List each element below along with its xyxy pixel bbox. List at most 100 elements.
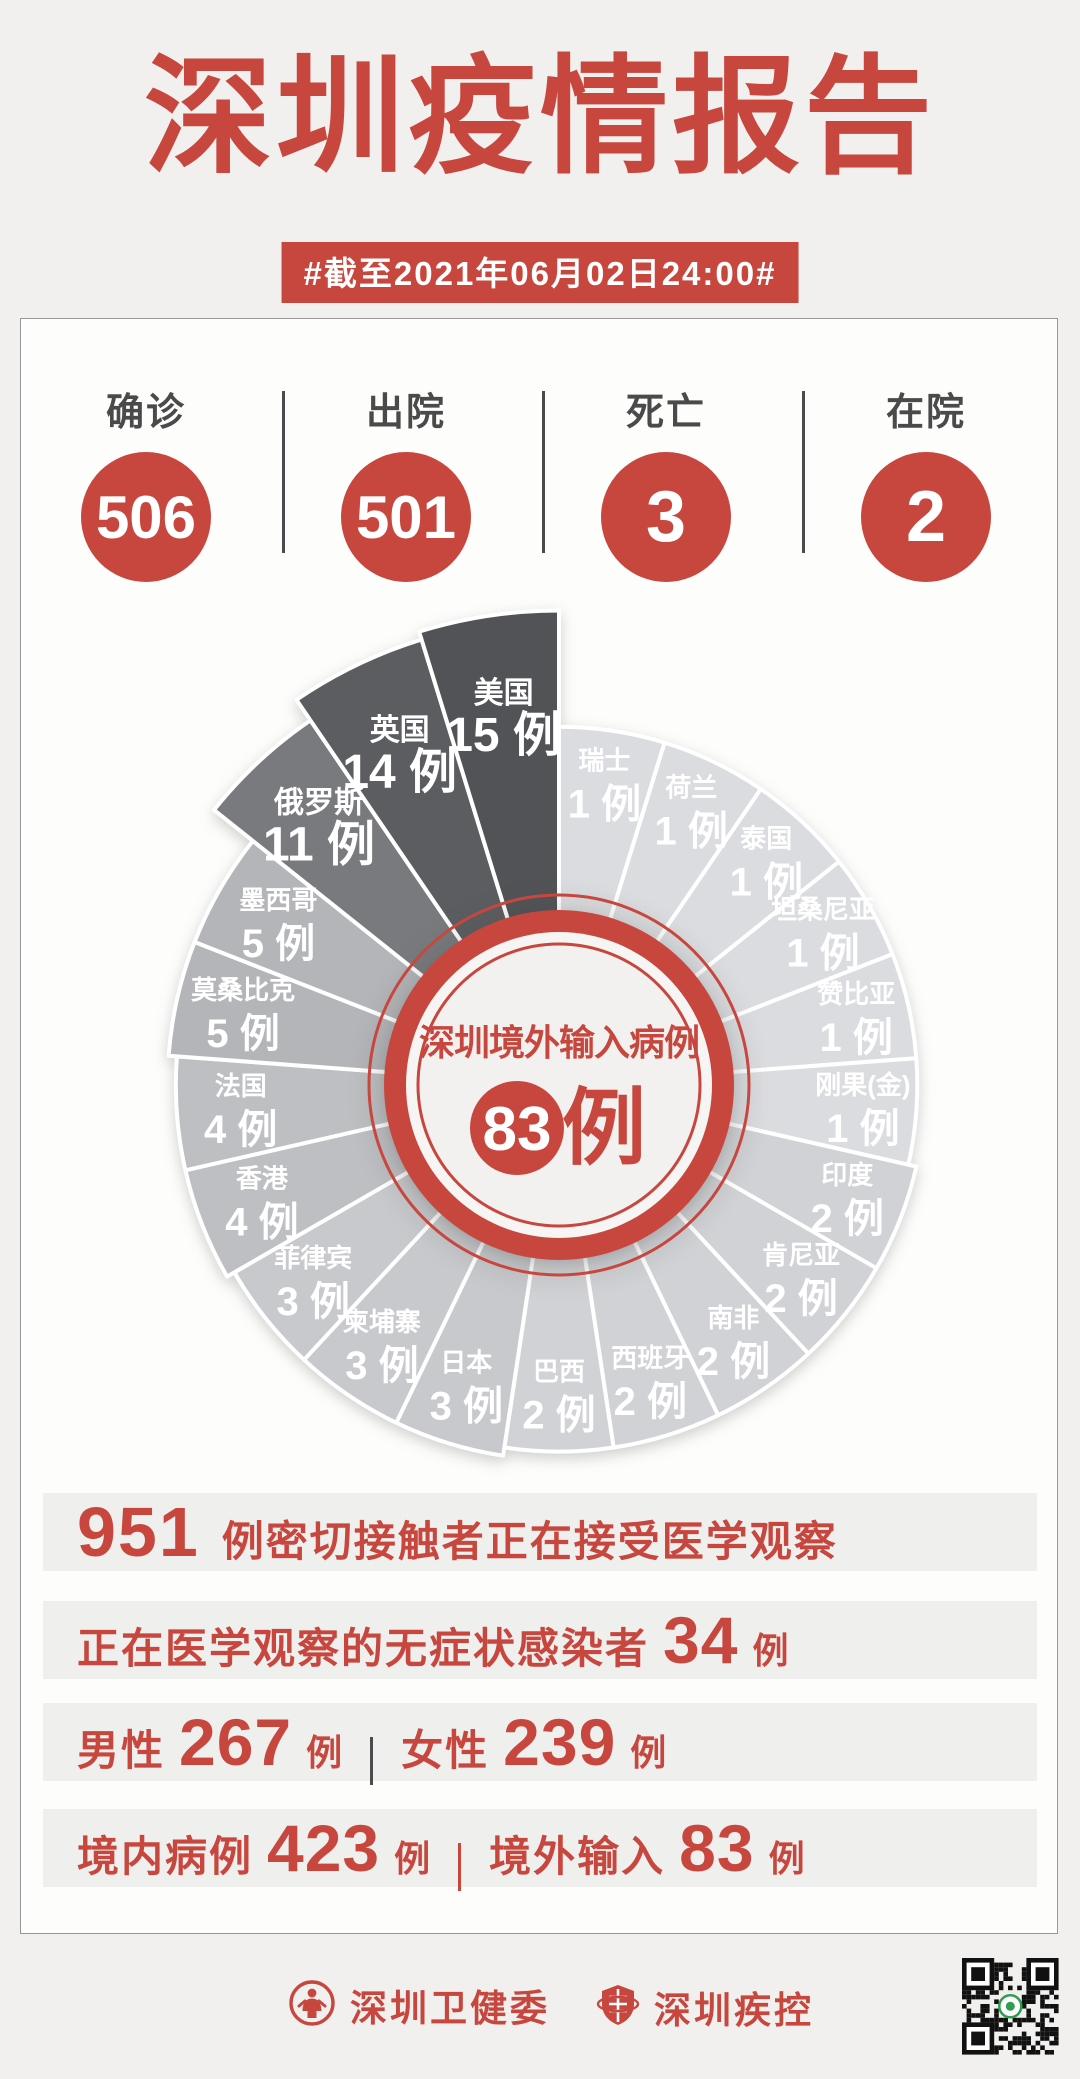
summary-segment: 例 (768, 1838, 805, 1879)
summary-segment: 83 (679, 1811, 755, 1885)
pie-slice-country-label: 英国 (370, 714, 430, 747)
summary-divider (370, 1736, 374, 1785)
badge-title: 深圳境外输入病例 (419, 1022, 699, 1063)
footer-org1-label: 深圳卫健委 (350, 1988, 550, 2029)
pie-slice-value-label: 2 例 (522, 1394, 595, 1438)
pie-slice-country-label: 赞比亚 (816, 979, 895, 1009)
footer-org2-label: 深圳疾控 (654, 1990, 814, 2031)
cdc-shield-icon (596, 1983, 640, 2032)
badge-total-unit: 例 (562, 1081, 646, 1175)
pie-slice-country-label: 柬埔寨 (343, 1307, 421, 1337)
badge-ring (367, 893, 751, 1277)
stat-col-0: 确诊 506 (46, 381, 246, 582)
summary-segment: 34 (663, 1603, 739, 1677)
stat-divider (802, 391, 805, 553)
pie-slice-value-label: 14 例 (342, 746, 457, 799)
summary-row-origin: 境内病例 423 例 境外输入 83 例 (43, 1809, 1037, 1891)
stat-label: 确诊 (105, 392, 186, 434)
stat-label: 在院 (885, 392, 966, 434)
pie-slice-country-label: 巴西 (533, 1357, 585, 1387)
stat-label: 出院 (365, 392, 446, 434)
pie-center-badge: 深圳境外输入病例 83 例 (367, 893, 751, 1277)
pie-slice-country-label: 莫桑比克 (191, 975, 295, 1005)
summary-row-asymptomatic: 正在医学观察的无症状感染者 34 例 (43, 1601, 1037, 1679)
summary-segment: 267 (179, 1705, 293, 1779)
pie-slice-value-label: 2 例 (614, 1380, 687, 1424)
date-banner: #截至2021年06月02日24:00# (281, 242, 799, 303)
footer-org-health-commission: 深圳卫健委 (288, 1978, 550, 2032)
summary-row-gender: 男性 267 例 女性 239 例 (43, 1703, 1037, 1785)
summary-segment: 239 (503, 1705, 617, 1779)
summary-segment: 例 (394, 1838, 431, 1879)
main-card: 确诊 506 出院 501 死亡 3 在院 2 瑞士 1 例荷兰 1 例泰国 1 例坦桑尼亚 1 例赞… (20, 318, 1058, 1934)
pie-slice-country-label: 坦桑尼亚 (771, 895, 875, 925)
summary-segment: 951 (77, 1493, 200, 1571)
stat-value-circle: 501 (341, 452, 471, 582)
badge-total-number: 83 (483, 1095, 552, 1164)
summary-segment: 男性 (77, 1727, 166, 1774)
pie-slice-country-label: 日本 (440, 1347, 492, 1377)
stat-label: 死亡 (625, 392, 706, 434)
summary-segment: 境内病例 (77, 1833, 254, 1880)
pie-slice-country-label: 瑞士 (578, 746, 630, 776)
summary-segment: 境外输入 (489, 1833, 666, 1880)
stat-col-1: 出院 501 (306, 381, 506, 582)
pie-slice-value-label: 2 例 (764, 1277, 837, 1321)
pie-slice-country-label: 荷兰 (665, 772, 717, 802)
pie-slice-country-label: 香港 (236, 1164, 289, 1194)
stat-divider (542, 391, 545, 553)
pie-slice-value-label: 2 例 (697, 1340, 770, 1384)
qr-code-pattern (962, 1958, 1059, 2055)
pie-slice-country-label: 南非 (707, 1303, 759, 1333)
summary-segment: 例 (630, 1732, 667, 1773)
pie-slice-country-label: 美国 (474, 676, 534, 710)
health-commission-seal-icon (288, 1979, 336, 2032)
pie-slice-value-label: 5 例 (206, 1012, 279, 1056)
summary-divider (458, 1842, 462, 1891)
pie-slice-value-label: 1 例 (820, 1016, 893, 1060)
pie-slice-country-label: 印度 (821, 1160, 873, 1190)
badge-total-disc (470, 1081, 564, 1175)
summary-segment: 正在医学观察的无症状感染者 (77, 1625, 650, 1672)
summary-segment: 例 (306, 1732, 343, 1773)
stat-col-3: 在院 2 (826, 381, 1026, 582)
stat-divider (282, 391, 285, 553)
summary-segment: 例密切接触者正在接受医学观察 (221, 1518, 838, 1565)
pie-slice-value-label: 1 例 (655, 809, 728, 853)
pie-slice-value-label: 1 例 (568, 783, 641, 827)
pie-labels-group: 瑞士1 例荷兰1 例泰国1 例坦桑尼亚1 例赞比亚1 例刚果(金)1 例印度2 … (191, 676, 910, 1437)
pie-slice-value-label: 2 例 (811, 1197, 884, 1241)
badge-ring (416, 942, 702, 1228)
pie-slice-value-label: 3 例 (345, 1344, 418, 1388)
pie-slice-value-label: 3 例 (277, 1280, 350, 1324)
pie-slice-country-label: 墨西哥 (239, 885, 317, 915)
pie-slice-value-label: 1 例 (730, 861, 803, 905)
summary-segment: 女性 (401, 1727, 490, 1774)
pie-slice-country-label: 菲律宾 (274, 1243, 352, 1273)
pie-slice-country-label: 肯尼亚 (762, 1240, 840, 1270)
pie-slice-value-label: 4 例 (204, 1108, 277, 1152)
footer-org-cdc: 深圳疾控 (596, 1980, 814, 2034)
imported-cases-pie-chart: 瑞士1 例荷兰1 例泰国1 例坦桑尼亚1 例赞比亚1 例刚果(金)1 例印度2 … (166, 608, 920, 1458)
stat-value-circle: 2 (861, 452, 991, 582)
pie-slice-value-label: 3 例 (430, 1384, 503, 1428)
stat-col-2: 死亡 3 (566, 381, 766, 582)
pie-slice-country-label: 泰国 (740, 824, 792, 854)
pie-slice-country-label: 法国 (215, 1071, 267, 1101)
summary-segment: 423 (267, 1811, 381, 1885)
stat-value-circle: 506 (81, 452, 211, 582)
pie-slice-country-label: 西班牙 (611, 1343, 689, 1373)
summary-segment: 例 (752, 1630, 789, 1671)
pie-slice-value-label: 11 例 (263, 818, 375, 871)
qr-code (962, 1958, 1059, 2060)
page-title: 深圳疫情报告 (143, 46, 936, 189)
pie-slice-country-label: 刚果(金) (815, 1070, 910, 1100)
pie-slice-value-label: 4 例 (225, 1201, 298, 1245)
pie-slice-value-label: 1 例 (786, 932, 859, 976)
pie-slice-value-label: 5 例 (242, 922, 315, 966)
pie-slice-value-label: 15 例 (446, 709, 561, 762)
pie-slice-value-label: 1 例 (826, 1107, 899, 1151)
summary-row-close-contacts: 951 例密切接触者正在接受医学观察 (43, 1493, 1037, 1571)
stat-value-circle: 3 (601, 452, 731, 582)
